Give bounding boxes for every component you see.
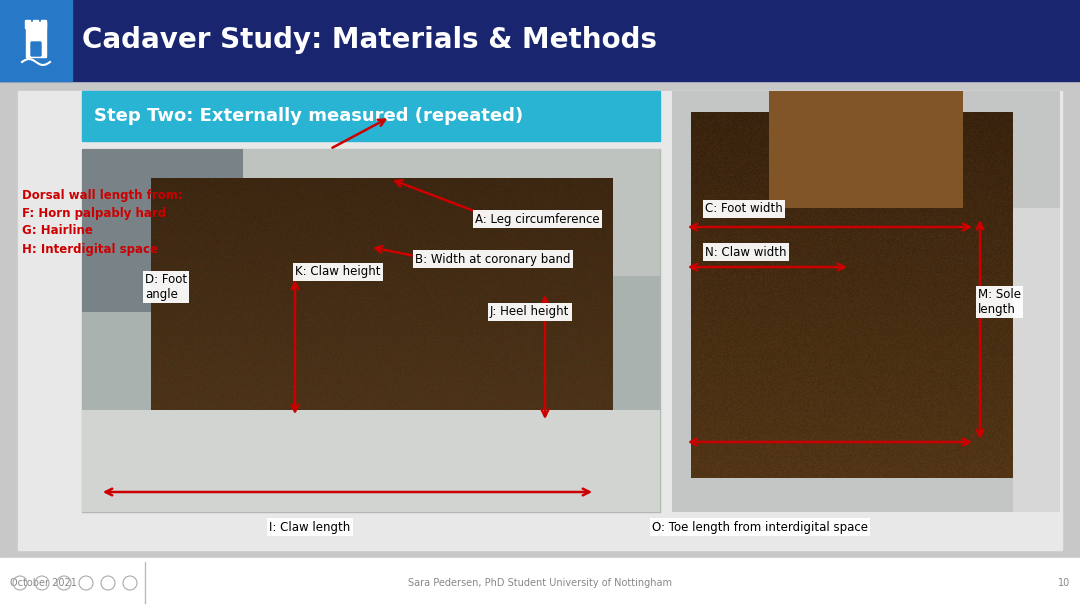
Text: K: Claw height: K: Claw height [295,265,380,279]
Bar [0,0,1080,81]
Bar [25,20,30,28]
Text: M: Sole
length: M: Sole length [978,288,1021,316]
FancyBboxPatch shape [31,42,41,56]
Bar [41,20,46,28]
Bar [82,149,660,512]
Text: A: Leg circumference: A: Leg circumference [475,212,599,225]
Text: J: Heel height: J: Heel height [490,305,569,319]
Text: I: Claw length: I: Claw length [269,520,351,534]
Bar [18,91,1062,550]
Bar [82,91,660,141]
Text: Dorsal wall length from:
F: Horn palpably hard
G: Hairline
H: Interdigital space: Dorsal wall length from: F: Horn palpabl… [22,189,183,256]
Bar [0,558,1080,607]
Text: N: Claw width: N: Claw width [705,245,786,259]
Text: Step Two: Externally measured (repeated): Step Two: Externally measured (repeated) [94,107,523,125]
Text: Sara Pedersen, PhD Student University of Nottingham: Sara Pedersen, PhD Student University of… [408,578,672,588]
Text: C: Foot width: C: Foot width [705,203,783,215]
Bar [0,0,72,81]
Text: O: Toe length from interdigital space: O: Toe length from interdigital space [652,520,868,534]
Bar [26,22,46,57]
Text: D: Foot
angle: D: Foot angle [145,273,187,301]
Text: 10: 10 [1057,578,1070,588]
Text: October 2021: October 2021 [10,578,77,588]
Text: Cadaver Study: Materials & Methods: Cadaver Study: Materials & Methods [82,26,657,54]
Text: B: Width at coronary band: B: Width at coronary band [415,253,570,265]
Bar [33,20,38,28]
